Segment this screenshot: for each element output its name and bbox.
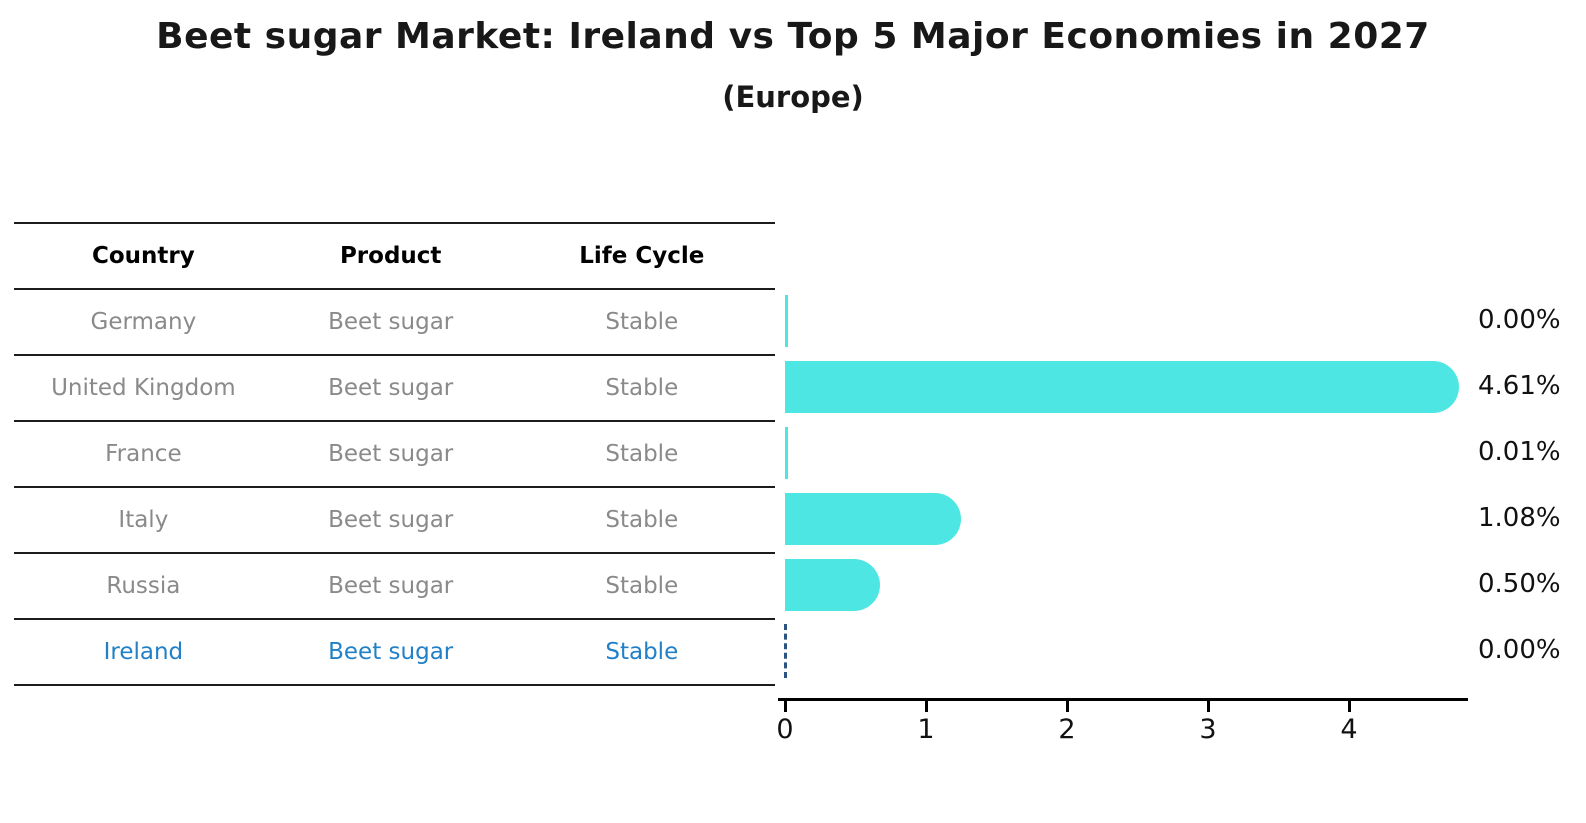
x-tick-label-0: 0	[776, 714, 794, 745]
table-row-italy: Italy Beet sugar Stable	[14, 488, 775, 554]
table-row-united-kingdom: United Kingdom Beet sugar Stable	[14, 356, 775, 422]
bar-germany	[785, 295, 788, 347]
table-cell-product: Beet sugar	[328, 441, 454, 467]
x-tick-4	[1347, 701, 1351, 712]
value-label-russia: 0.50%	[1478, 569, 1561, 599]
table-cell-product: Beet sugar	[328, 573, 454, 599]
value-label-ireland: 0.00%	[1478, 635, 1561, 665]
table-cell-product: Beet sugar	[328, 507, 454, 533]
x-axis-line	[778, 698, 1468, 701]
value-label-france: 0.01%	[1478, 437, 1561, 467]
chart-title: Beet sugar Market: Ireland vs Top 5 Majo…	[156, 16, 1430, 57]
table-cell-life-cycle: Stable	[605, 639, 679, 665]
table-cell-product: Beet sugar	[328, 375, 454, 401]
bar-ireland	[784, 624, 787, 678]
table-cell-country: Germany	[90, 309, 197, 335]
bar-france	[785, 427, 788, 479]
column-header-country: Country	[91, 243, 195, 269]
x-tick-2	[1065, 701, 1069, 712]
x-tick-label-3: 3	[1199, 714, 1217, 745]
table-cell-country: Italy	[118, 507, 169, 533]
column-header-life-cycle: Life Cycle	[579, 243, 705, 269]
value-label-united-kingdom: 4.61%	[1478, 371, 1561, 401]
table-cell-country: France	[105, 441, 182, 467]
table-cell-product: Beet sugar	[328, 309, 454, 335]
x-tick-1	[924, 701, 928, 712]
bar-italy	[785, 493, 962, 545]
bar-united-kingdom	[785, 361, 1459, 413]
chart-subtitle: (Europe)	[722, 80, 864, 114]
table-cell-life-cycle: Stable	[605, 573, 679, 599]
value-label-italy: 1.08%	[1478, 503, 1561, 533]
table-cell-country: United Kingdom	[51, 375, 236, 401]
table-cell-life-cycle: Stable	[605, 309, 679, 335]
table-cell-life-cycle: Stable	[605, 441, 679, 467]
data-table: Country Product Life Cycle Germany Beet s…	[14, 222, 775, 686]
x-tick-label-4: 4	[1340, 714, 1358, 745]
table-cell-life-cycle: Stable	[605, 375, 679, 401]
table-header-row: Country Product Life Cycle	[14, 224, 775, 290]
x-tick-label-2: 2	[1058, 714, 1076, 745]
x-tick-label-1: 1	[917, 714, 935, 745]
column-header-product: Product	[339, 243, 442, 269]
table-cell-country: Russia	[106, 573, 181, 599]
table-cell-country: Ireland	[103, 639, 184, 665]
table-cell-product: Beet sugar	[328, 639, 454, 665]
x-tick-3	[1206, 701, 1210, 712]
x-tick-0	[783, 701, 787, 712]
table-row-russia: Russia Beet sugar Stable	[14, 554, 775, 620]
table-row-ireland: Ireland Beet sugar Stable	[14, 620, 775, 686]
table-cell-life-cycle: Stable	[605, 507, 679, 533]
bar-russia	[785, 559, 880, 611]
table-row-france: France Beet sugar Stable	[14, 422, 775, 488]
table-body: Germany Beet sugar Stable United Kingdom Bee…	[14, 290, 775, 686]
value-label-germany: 0.00%	[1478, 305, 1561, 335]
table-row-germany: Germany Beet sugar Stable	[14, 290, 775, 356]
